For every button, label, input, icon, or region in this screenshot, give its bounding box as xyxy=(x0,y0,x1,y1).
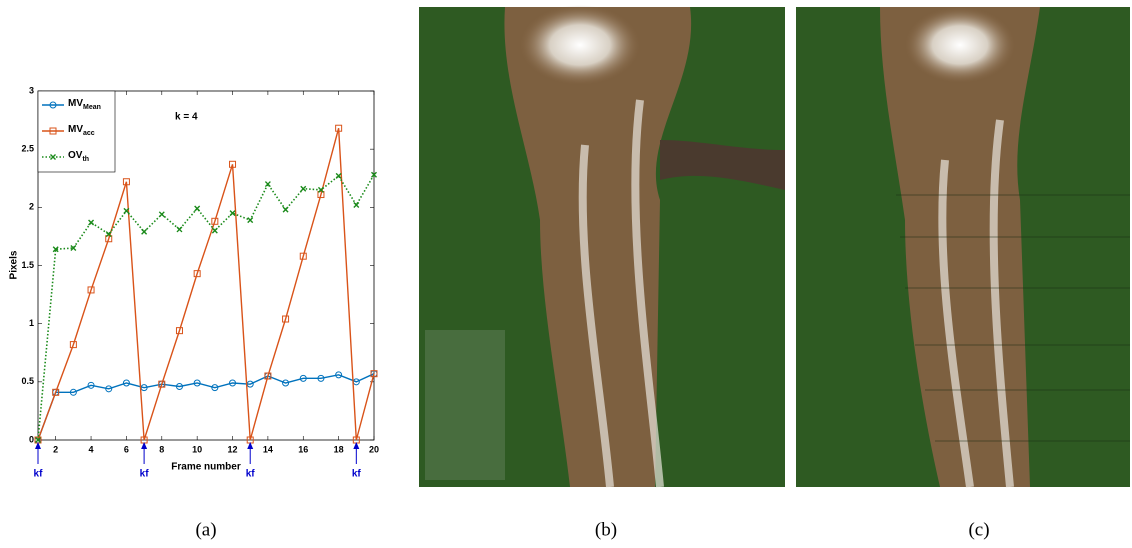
marker xyxy=(211,217,219,225)
marker xyxy=(35,437,41,443)
legend-subscript: Mean xyxy=(83,104,101,111)
marker xyxy=(353,202,360,209)
legend-subscript: acc xyxy=(83,130,95,137)
kf-arrowhead xyxy=(353,442,360,449)
marker xyxy=(299,252,307,260)
marker xyxy=(87,286,95,294)
marker xyxy=(247,217,254,224)
marker xyxy=(300,185,307,192)
marker xyxy=(176,226,183,233)
marker xyxy=(141,228,148,235)
x-tick-label: 10 xyxy=(192,444,202,454)
kf-label: kf xyxy=(34,469,44,480)
marker xyxy=(335,371,343,379)
marker xyxy=(282,379,290,387)
marker xyxy=(229,160,237,168)
marker xyxy=(105,385,113,393)
marker xyxy=(70,245,77,252)
marker xyxy=(175,382,183,390)
y-tick-label: 2.5 xyxy=(21,144,34,154)
legend-label: MVMean xyxy=(68,98,101,111)
legend-marker xyxy=(50,154,56,160)
marker xyxy=(194,205,201,212)
legend-name: OV xyxy=(68,150,83,161)
marker xyxy=(317,374,325,382)
y-tick-label: 1.5 xyxy=(21,260,34,270)
x-tick-label: 18 xyxy=(334,444,344,454)
x-tick-label: 8 xyxy=(159,444,164,454)
photo-c xyxy=(796,7,1130,488)
y-tick-label: 0.5 xyxy=(21,376,34,386)
y-tick-label: 2 xyxy=(29,202,34,212)
caption: (b) xyxy=(595,519,617,540)
marker xyxy=(299,374,307,382)
marker xyxy=(335,172,342,179)
caption: (a) xyxy=(195,519,216,540)
kf-arrowhead xyxy=(35,442,41,449)
x-tick-label: 4 xyxy=(89,444,94,454)
marker xyxy=(88,219,95,226)
marker xyxy=(158,211,165,218)
marker xyxy=(105,235,113,243)
marker xyxy=(282,206,289,213)
y-axis-label: Pixels xyxy=(9,250,20,279)
y-tick-label: 0 xyxy=(29,434,34,444)
series-line xyxy=(37,128,375,441)
kf-arrowhead xyxy=(141,442,148,449)
marker xyxy=(317,186,324,193)
marker xyxy=(175,327,183,335)
caption: (c) xyxy=(968,519,989,540)
legend-name: MV xyxy=(68,98,83,109)
x-tick-label: 6 xyxy=(124,444,129,454)
marker xyxy=(193,379,201,387)
kf-label: kf xyxy=(246,469,256,480)
marker xyxy=(211,384,219,392)
marker xyxy=(123,207,130,214)
x-tick-label: 12 xyxy=(228,444,238,454)
legend-marker xyxy=(49,101,57,109)
marker xyxy=(317,191,325,199)
kf-label: kf xyxy=(352,469,362,480)
series-line xyxy=(37,174,375,441)
legend-marker xyxy=(49,127,57,135)
marker xyxy=(122,379,130,387)
kf-label: kf xyxy=(140,469,150,480)
marker xyxy=(229,379,237,387)
marker xyxy=(282,315,290,323)
marker xyxy=(158,380,166,388)
legend-label: OVth xyxy=(68,150,89,163)
marker xyxy=(69,341,77,349)
y-tick-label: 1 xyxy=(29,318,34,328)
annotation: k = 4 xyxy=(175,112,198,123)
x-tick-label: 20 xyxy=(369,444,379,454)
marker xyxy=(371,171,377,178)
kf-arrowhead xyxy=(247,442,254,449)
marker xyxy=(229,210,236,217)
x-tick-label: 14 xyxy=(263,444,273,454)
marker xyxy=(193,270,201,278)
legend-name: MV xyxy=(68,124,83,135)
marker xyxy=(264,181,271,188)
x-tick-label: 2 xyxy=(53,444,58,454)
marker xyxy=(370,370,378,378)
marker xyxy=(264,372,272,380)
marker xyxy=(122,178,130,186)
legend-subscript: th xyxy=(82,156,89,163)
marker xyxy=(87,381,95,389)
x-axis-label: Frame number xyxy=(171,462,241,473)
marker xyxy=(211,227,218,234)
photo-b xyxy=(419,5,785,488)
marker xyxy=(335,124,343,132)
marker xyxy=(52,388,60,396)
marker xyxy=(105,231,112,238)
marker xyxy=(52,246,59,253)
y-tick-label: 3 xyxy=(29,85,34,95)
x-tick-label: 16 xyxy=(298,444,308,454)
legend-label: MVacc xyxy=(68,124,95,137)
marker xyxy=(69,388,77,396)
